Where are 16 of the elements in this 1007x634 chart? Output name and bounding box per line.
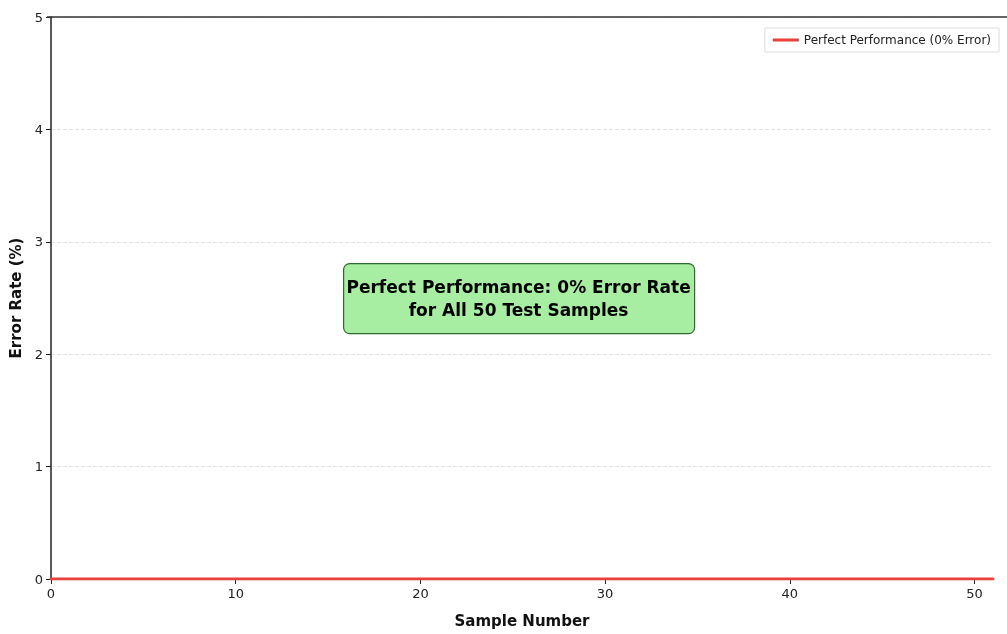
x-tick-label: 20 [412, 586, 429, 601]
y-tick-label: 2 [34, 346, 43, 362]
x-axis-title: Sample Number [454, 611, 591, 630]
y-tick-label: 3 [34, 234, 43, 250]
x-tick-label: 30 [596, 586, 614, 601]
x-tick-label: 50 [966, 586, 983, 601]
x-tick-label: 40 [781, 586, 799, 601]
annotation: Perfect Performance: 0% Error Rate for All 50 Test Samples [346, 277, 691, 321]
y-tick-label: 4 [34, 121, 43, 137]
x-tick-label: 0 [46, 586, 56, 601]
y-tick-label: 5 [34, 9, 43, 25]
legend-label: Perfect Performance (0% Error) [803, 33, 991, 47]
y-tick-label: 0 [34, 571, 43, 587]
y-axis-title: Error Rate (%) [6, 237, 25, 359]
x-tick-label: 10 [227, 586, 244, 601]
y-tick-label: 1 [34, 459, 43, 475]
